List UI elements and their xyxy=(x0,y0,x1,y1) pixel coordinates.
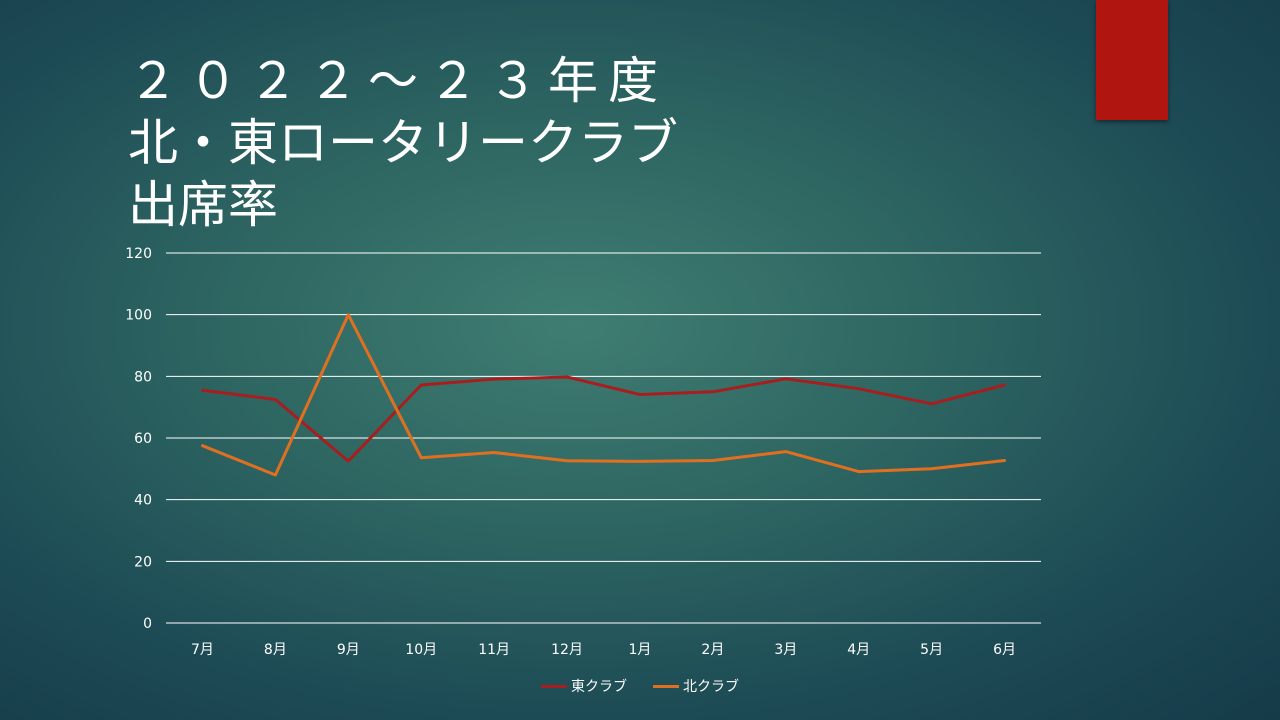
x-tick-label: 6月 xyxy=(993,642,1016,658)
y-axis-tick-labels: 0 20 40 60 80 100 120 xyxy=(125,246,152,632)
x-tick-label: 2月 xyxy=(701,642,724,658)
title-line-clubs: 北・東ロータリークラブ xyxy=(128,114,678,172)
y-tick-label: 0 xyxy=(143,616,152,632)
y-tick-label: 20 xyxy=(134,554,152,570)
series-line-north xyxy=(201,313,1006,477)
legend-swatch-east xyxy=(541,684,567,688)
x-tick-label: 9月 xyxy=(337,642,360,658)
x-axis-tick-labels: 7月 8月 9月 10月 11月 12月 1月 2月 3月 4月 5月 6月 xyxy=(191,642,1016,658)
y-tick-label: 60 xyxy=(134,431,152,447)
slide-title: ２０２２～２３年度 北・東ロータリークラブ 出席率 xyxy=(128,50,678,236)
series-line-east xyxy=(201,375,1006,463)
x-tick-label: 5月 xyxy=(920,642,943,658)
legend-swatch-north xyxy=(653,684,679,688)
chart-legend: 東クラブ 北クラブ xyxy=(0,676,1280,696)
x-tick-label: 3月 xyxy=(774,642,797,658)
title-line-attendance: 出席率 xyxy=(128,176,278,234)
x-tick-label: 8月 xyxy=(264,642,287,658)
x-tick-label: 4月 xyxy=(847,642,870,658)
x-tick-label: 12月 xyxy=(551,642,583,658)
x-tick-label: 7月 xyxy=(191,642,214,658)
grid-lines xyxy=(166,252,1041,624)
legend-label-east: 東クラブ xyxy=(571,679,627,695)
legend-item-east: 東クラブ xyxy=(541,676,627,696)
legend-item-north: 北クラブ xyxy=(653,676,739,696)
y-tick-label: 40 xyxy=(134,493,152,509)
y-tick-label: 80 xyxy=(134,369,152,385)
x-tick-label: 11月 xyxy=(478,642,510,658)
series-lines xyxy=(201,313,1006,477)
x-tick-label: 1月 xyxy=(628,642,651,658)
x-tick-label: 10月 xyxy=(405,642,437,658)
y-tick-label: 120 xyxy=(125,246,152,262)
accent-tab xyxy=(1096,0,1168,120)
y-tick-label: 100 xyxy=(125,308,152,324)
title-line-year: ２０２２～２３年度 xyxy=(128,52,668,110)
legend-label-north: 北クラブ xyxy=(683,679,739,695)
